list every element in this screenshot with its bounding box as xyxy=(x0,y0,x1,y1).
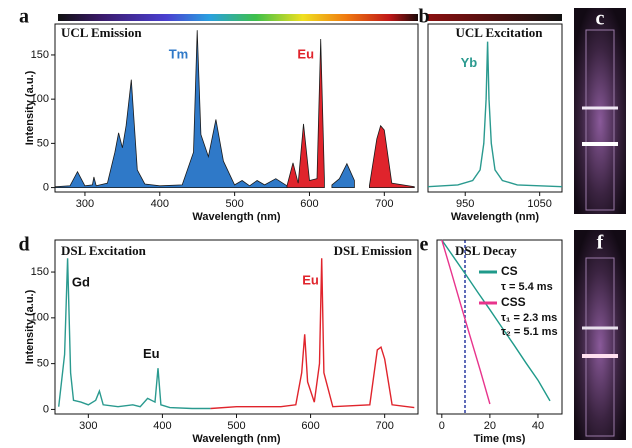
series-label: Tm xyxy=(169,46,189,61)
y-tick-label: 0 xyxy=(43,403,49,415)
area xyxy=(369,124,415,188)
annotation: Gd xyxy=(72,274,90,289)
plot-frame xyxy=(436,239,563,415)
line xyxy=(441,239,551,402)
line xyxy=(210,258,415,410)
panel-letter: a xyxy=(19,6,29,28)
panel-title: DSL Emission xyxy=(334,243,413,258)
x-axis-label: Wavelength (nm) xyxy=(192,211,281,223)
x-tick-label: 400 xyxy=(153,420,171,432)
x-tick-label: 600 xyxy=(300,198,318,210)
cuvette xyxy=(574,8,626,214)
x-tick-label: 0 xyxy=(439,420,445,432)
spectrum-bar xyxy=(58,14,418,21)
plot-frame xyxy=(54,239,419,415)
y-tick-label: 50 xyxy=(37,137,49,149)
annotation: Eu xyxy=(302,273,319,288)
panel-letter: f xyxy=(597,232,604,254)
plot-frame xyxy=(54,23,419,193)
photo xyxy=(574,230,626,440)
annotation: Eu xyxy=(143,346,160,361)
cuvette-wall xyxy=(585,29,615,211)
y-axis-label: Intensity (a.u.) xyxy=(24,70,36,145)
area xyxy=(286,38,325,188)
panel-letter: c xyxy=(596,8,605,30)
series-label: Eu xyxy=(297,46,314,61)
panel-title: UCL Excitation xyxy=(455,25,543,40)
x-tick-label: 400 xyxy=(151,198,169,210)
y-tick-label: 100 xyxy=(31,312,49,324)
panel-title: DSL Decay xyxy=(455,243,517,258)
line xyxy=(427,41,563,188)
x-tick-label: 20 xyxy=(484,420,496,432)
panel-letter: d xyxy=(18,234,29,256)
legend-label: CS xyxy=(501,264,518,278)
lifetime: τ₁ = 2.3 ms xyxy=(501,312,557,324)
x-tick-label: 700 xyxy=(375,198,393,210)
x-axis-label: Time (ms) xyxy=(474,433,526,445)
cuvette-wall xyxy=(585,257,615,437)
plot-frame xyxy=(427,23,563,193)
x-tick-label: 300 xyxy=(79,420,97,432)
panel-title: DSL Excitation xyxy=(61,243,147,258)
x-axis-label: Wavelength (nm) xyxy=(451,211,540,223)
y-tick-label: 50 xyxy=(37,358,49,370)
photo xyxy=(574,8,626,214)
x-tick-label: 700 xyxy=(375,420,393,432)
x-tick-label: 40 xyxy=(532,420,544,432)
line xyxy=(58,258,211,410)
x-tick-label: 1050 xyxy=(527,198,551,210)
line xyxy=(441,239,491,405)
y-axis-label: Intensity (a.u.) xyxy=(24,289,36,364)
x-tick-label: 500 xyxy=(227,420,245,432)
y-tick-label: 100 xyxy=(31,93,49,105)
panel-letter: e xyxy=(420,234,429,256)
legend-label: CSS xyxy=(501,295,526,309)
x-tick-label: 600 xyxy=(301,420,319,432)
y-tick-label: 0 xyxy=(43,181,49,193)
series-label: Yb xyxy=(461,55,478,70)
lifetime: τ₂ = 5.1 ms xyxy=(501,326,558,338)
x-tick-label: 500 xyxy=(225,198,243,210)
area xyxy=(331,162,355,188)
y-tick-label: 150 xyxy=(31,49,49,61)
x-tick-label: 300 xyxy=(76,198,94,210)
x-axis-label: Wavelength (nm) xyxy=(192,433,281,445)
panel-title: UCL Emission xyxy=(61,25,142,40)
panel-letter: b xyxy=(418,6,429,28)
x-tick-label: 950 xyxy=(456,198,474,210)
lifetime: τ = 5.4 ms xyxy=(501,281,553,293)
y-tick-label: 150 xyxy=(31,266,49,278)
area xyxy=(54,30,288,188)
cuvette xyxy=(574,230,626,440)
spectrum-bar xyxy=(428,14,562,21)
